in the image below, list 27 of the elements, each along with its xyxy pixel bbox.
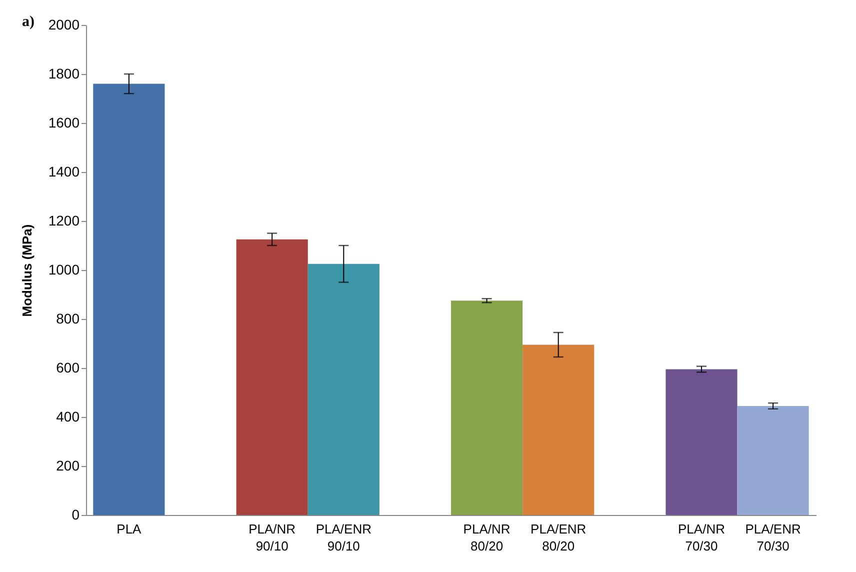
- y-tick-label: 400: [56, 408, 80, 424]
- y-tick-label: 0: [72, 506, 80, 522]
- bar: [308, 264, 380, 515]
- y-tick-label: 2000: [48, 16, 80, 32]
- y-tick-label: 600: [56, 360, 80, 376]
- bar: [451, 300, 523, 515]
- x-tick-label: PLA/NR 90/10: [248, 522, 296, 554]
- y-tick-label: 1600: [48, 114, 80, 130]
- y-tick-label: 200: [56, 458, 80, 474]
- bar: [522, 344, 594, 515]
- x-tick-label: PLA/ENR 70/30: [745, 522, 801, 554]
- bar: [93, 84, 165, 515]
- y-tick-label: 800: [56, 310, 80, 326]
- y-axis-title: Modulus (MPa): [19, 224, 34, 317]
- y-tick-label: 1800: [48, 66, 80, 82]
- bar: [236, 239, 308, 515]
- bar: [737, 406, 809, 515]
- y-tick-label: 1000: [48, 262, 80, 278]
- bar: [666, 369, 738, 515]
- text: a): [22, 14, 34, 31]
- x-tick-label: PLA/NR 70/30: [678, 522, 725, 554]
- x-tick-label: PLA/ENR 80/20: [530, 522, 586, 554]
- y-tick-label: 1200: [48, 212, 80, 228]
- y-tick-label: 1400: [48, 164, 80, 180]
- x-tick-label: PLA: [116, 522, 142, 536]
- x-tick-label: PLA/NR 80/20: [463, 522, 510, 554]
- x-tick-label: PLA/ENR 90/10: [316, 522, 372, 554]
